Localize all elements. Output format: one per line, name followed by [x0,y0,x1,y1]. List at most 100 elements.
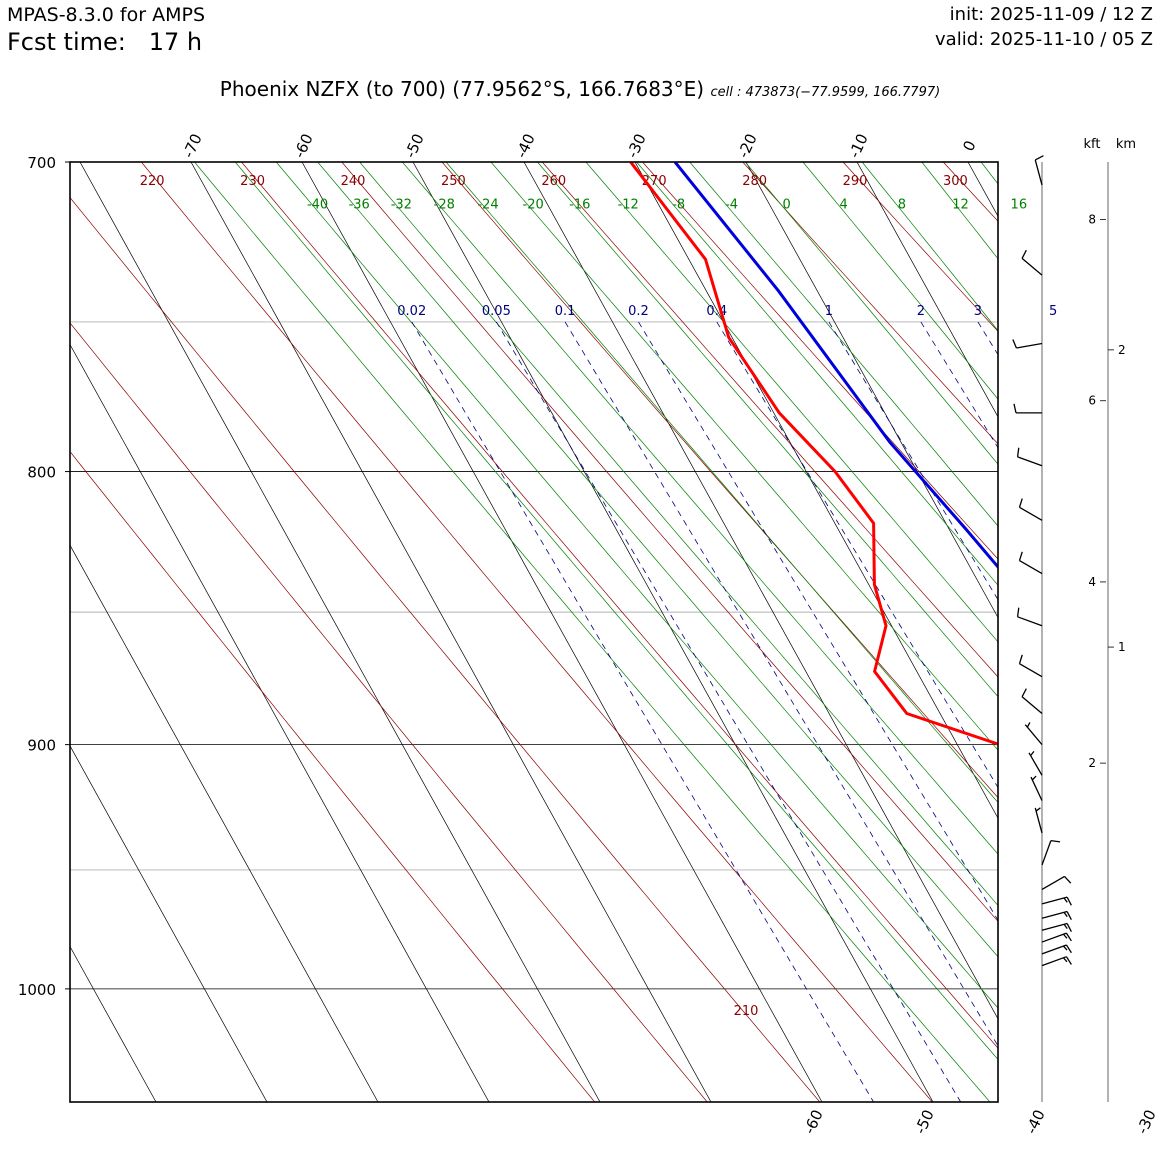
dry-adiabat-label: 210 [734,1004,759,1019]
dry-adiabat-line [70,451,596,1102]
wind-barb [1024,722,1043,746]
pressure-tick-label: 1000 [18,981,56,999]
isotherm-line [301,162,823,1102]
wind-barb [1041,956,1072,967]
moist-adiabat-label: 16 [1011,198,1028,213]
wind-barb-staff [1017,456,1043,467]
moist-adiabat-line [744,162,998,465]
isotherm-line [70,945,157,1102]
pressure-tick-label: 800 [27,464,56,482]
wind-barb-staff [1028,752,1043,776]
wind-barb-feather [1066,923,1072,932]
wind-barb-feather [1016,447,1020,457]
dry-adiabat-label: 230 [240,174,265,189]
wind-barb-staff [1021,696,1043,715]
cell-info: cell : 473873(−77.9599, 166.7797) [710,85,941,100]
isotherm-line [190,162,712,1102]
wind-barb-feather [1026,722,1031,728]
wind-barb [1041,875,1072,890]
wind-barb-staff [1041,922,1068,931]
dry-adiabat-label: 280 [742,174,767,189]
wind-barb-staff [1041,910,1068,919]
wind-barb [1041,932,1072,943]
wind-barb-feather [1018,498,1023,508]
top-temperature-tick-label: -70 [179,131,206,161]
model-title: MPAS-8.3.0 for AMPS [7,4,206,26]
forecast-time: Fcst time: 17 h [7,28,202,56]
moist-adiabat-line [359,162,998,907]
wind-barb [1016,447,1043,467]
pressure-tick-label: 900 [27,737,56,755]
wind-barb-feather [1062,933,1068,939]
wind-barb-feather [1021,249,1027,259]
isotherm-line [856,162,998,418]
moist-adiabat-label: 4 [839,198,847,213]
isotherm-line [967,162,998,217]
moist-adiabat-label: -40 [307,198,328,213]
wind-barb-feather [1065,956,1072,965]
wind-barb-staff [1030,776,1043,801]
forecast-time-value: 17 h [148,28,203,56]
isotherm-line [70,544,379,1102]
wind-barb [1041,910,1072,921]
mixing-ratio-line [564,321,998,1047]
isotherm-line [412,162,934,1102]
moist-adiabat-label: -32 [391,198,412,213]
wind-barb-feather [1064,875,1072,884]
wind-barb-feather [1030,750,1035,756]
wind-barb-feather [1066,911,1072,921]
km-axis-label: km [1116,137,1136,152]
moist-adiabat-line [861,162,998,332]
km-tick-label: 1 [1118,640,1126,654]
moist-adiabat-label: -28 [434,198,455,213]
mixing-ratio-label: 2 [917,304,925,319]
wind-barbs [1012,155,1072,1102]
moist-adiabat-label: -4 [725,198,738,213]
isotherm-line [0,162,45,1102]
moist-adiabat-line [980,162,998,185]
wind-barb [1012,339,1043,349]
wind-barb-staff [1041,944,1067,955]
mixing-ratio-line [828,321,998,601]
wind-barb [1021,249,1043,276]
wind-barb-staff [1041,932,1067,943]
mixing-ratio-label: 0.2 [628,304,649,319]
wind-barb-feather [1021,688,1027,698]
mixing-ratio-label: 5 [1049,304,1057,319]
dry-adiabat-line [70,322,708,1102]
wind-barb-feather [1066,896,1072,906]
dry-adiabat-line [942,162,998,222]
moist-adiabat-label: -24 [477,198,498,213]
top-temperature-tick-label: -50 [401,131,428,161]
moist-adiabat-label: -20 [523,198,544,213]
wind-barb-feather [1012,339,1017,349]
wind-barb-staff [1017,616,1043,627]
moist-adiabat-label: -36 [349,198,370,213]
wind-barb-feather [1013,403,1017,414]
wind-barb-feather [1031,775,1037,781]
isotherm-line [1079,162,1160,1102]
moist-adiabat-line [689,162,998,527]
wind-barb-feather [1065,944,1072,954]
moist-adiabat-label: 0 [782,198,790,213]
wind-barb-feather [1063,911,1068,918]
height-axes: kft km 8 6 4 2 2 1 [1084,137,1136,1102]
dry-adiabat-line [742,162,998,445]
isotherm-line [745,162,998,619]
wind-barb [1018,654,1043,678]
isotherm-line [70,745,268,1102]
moist-adiabat-line [445,162,998,804]
moist-adiabat-line [921,162,998,260]
top-temperature-tick-label: -40 [512,131,539,161]
dry-adiabat-label: 250 [441,174,466,189]
moist-adiabat-line [802,162,998,400]
km-tick-label: 2 [1118,343,1126,357]
moist-adiabat-label: -16 [569,198,590,213]
pressure-tick-label: 700 [27,154,56,172]
moist-adiabat-label: -8 [672,198,685,213]
dry-adiabat-line [70,197,821,1102]
wind-barb [1021,688,1043,715]
wind-barb-feather [1018,551,1023,561]
